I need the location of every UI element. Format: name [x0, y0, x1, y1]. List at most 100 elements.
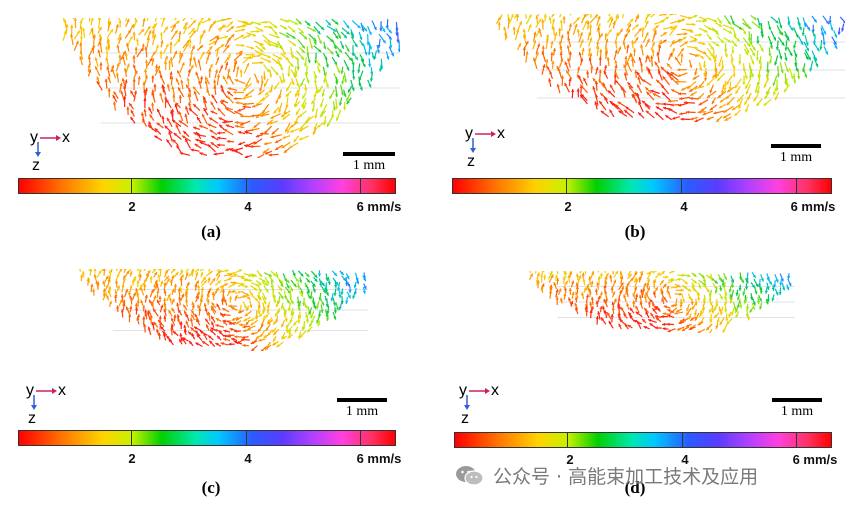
velocity-vector-head	[233, 97, 237, 101]
velocity-vector-head	[683, 36, 687, 40]
velocity-vector-head	[279, 80, 283, 84]
velocity-vector-head	[603, 285, 607, 289]
velocity-vector-head	[196, 132, 200, 136]
velocity-vector	[180, 269, 183, 271]
velocity-vector-head	[690, 29, 694, 33]
velocity-vector-head	[510, 14, 514, 18]
velocity-vector-head	[604, 290, 608, 294]
velocity-vector-head	[738, 61, 742, 65]
velocity-vector-head	[729, 300, 733, 304]
velocity-vector-head	[157, 299, 160, 304]
velocity-vector-head	[244, 131, 248, 135]
velocity-vector-head	[713, 59, 717, 63]
velocity-vector	[72, 18, 75, 20]
velocity-vector-head	[224, 129, 228, 133]
velocity-vector-head	[285, 57, 289, 61]
velocity-vector-head	[180, 53, 184, 57]
velocity-vector-head	[183, 310, 187, 314]
velocity-vector-head	[800, 41, 804, 45]
velocity-vector-head	[241, 338, 245, 342]
velocity-vector-head	[647, 68, 651, 72]
velocity-vector-head	[142, 81, 146, 85]
velocity-vector-head	[337, 69, 341, 74]
velocity-vector-head	[351, 87, 355, 91]
velocity-vector-head	[779, 25, 783, 29]
velocity-vector-head	[327, 123, 330, 127]
velocity-vector-head	[720, 311, 724, 316]
velocity-vector-head	[172, 119, 176, 123]
velocity-vector-head	[578, 275, 582, 279]
velocity-vector-head	[302, 95, 306, 99]
velocity-vector-head	[165, 275, 169, 280]
colorbar-tick-6: 6 mm/s	[792, 452, 838, 467]
velocity-vector-head	[258, 338, 262, 342]
velocity-vector-head	[697, 110, 701, 114]
velocity-vector-head	[283, 111, 287, 115]
velocity-vector-head	[183, 329, 187, 333]
velocity-vector-head	[207, 123, 211, 127]
velocity-vector-head	[128, 313, 132, 317]
velocity-vector-head	[200, 331, 204, 334]
velocity-vector-head	[731, 21, 735, 25]
velocity-vector-head	[386, 56, 390, 60]
velocity-vector-head	[266, 69, 270, 73]
velocity-vector-head	[182, 338, 186, 342]
velocity-vector-head	[263, 142, 267, 146]
velocity-vector-head	[294, 21, 298, 25]
velocity-vector-head	[706, 289, 710, 293]
velocity-vector-head	[149, 114, 153, 118]
velocity-vector-head	[586, 70, 590, 74]
velocity-vector-head	[190, 148, 194, 152]
velocity-vector-head	[661, 298, 665, 302]
velocity-vector-head	[81, 270, 85, 274]
velocity-vector	[559, 14, 562, 18]
velocity-vector-head	[745, 85, 748, 89]
panel-caption: (a)	[201, 222, 221, 241]
velocity-vector-head	[540, 286, 544, 290]
velocity-vector-head	[768, 53, 772, 57]
velocity-vector-head	[312, 28, 316, 32]
velocity-vector-head	[242, 102, 246, 106]
velocity-vector-head	[147, 326, 151, 330]
velocity-vector-head	[186, 282, 190, 286]
velocity-vector-head	[627, 29, 630, 33]
velocity-vector-head	[648, 271, 651, 276]
velocity-vector-head	[271, 289, 275, 293]
velocity-vector-head	[714, 280, 718, 284]
velocity-vector-head	[249, 22, 253, 26]
velocity-vector-head	[708, 275, 712, 279]
velocity-vector-head	[624, 323, 628, 327]
velocity-vector-head	[680, 53, 684, 57]
velocity-vector	[569, 14, 572, 16]
velocity-vector-head	[597, 26, 601, 30]
velocity-vector-head	[161, 115, 165, 120]
velocity-vector-head	[246, 307, 250, 312]
velocity-vector-head	[159, 32, 164, 36]
velocity-vector-head	[559, 45, 563, 49]
velocity-vector-head	[689, 64, 693, 68]
velocity-vector-head	[614, 40, 618, 44]
velocity-vector-head	[271, 131, 275, 135]
velocity-vector-head	[194, 313, 198, 318]
velocity-vector-head	[364, 51, 368, 56]
velocity-vector-head	[690, 317, 694, 321]
velocity-vector	[556, 271, 559, 275]
velocity-vector-head	[153, 321, 157, 326]
velocity-vector-head	[629, 315, 633, 319]
velocity-vector-head	[675, 14, 677, 16]
velocity-vector-head	[270, 279, 274, 283]
velocity-vector-head	[697, 297, 701, 301]
velocity-vector-head	[662, 76, 666, 80]
velocity-vector-head	[217, 280, 221, 284]
velocity-vector-head	[164, 61, 168, 64]
velocity-vector-head	[612, 291, 616, 295]
velocity-vector-head	[278, 287, 282, 291]
velocity-vector-head	[299, 113, 303, 118]
velocity-vector-head	[122, 50, 126, 55]
velocity-vector-head	[163, 333, 167, 337]
velocity-vector-head	[244, 284, 249, 288]
velocity-vector-head	[635, 311, 640, 315]
velocity-vector-head	[168, 131, 172, 135]
velocity-vector-head	[223, 334, 227, 338]
velocity-vector-head	[314, 115, 318, 119]
